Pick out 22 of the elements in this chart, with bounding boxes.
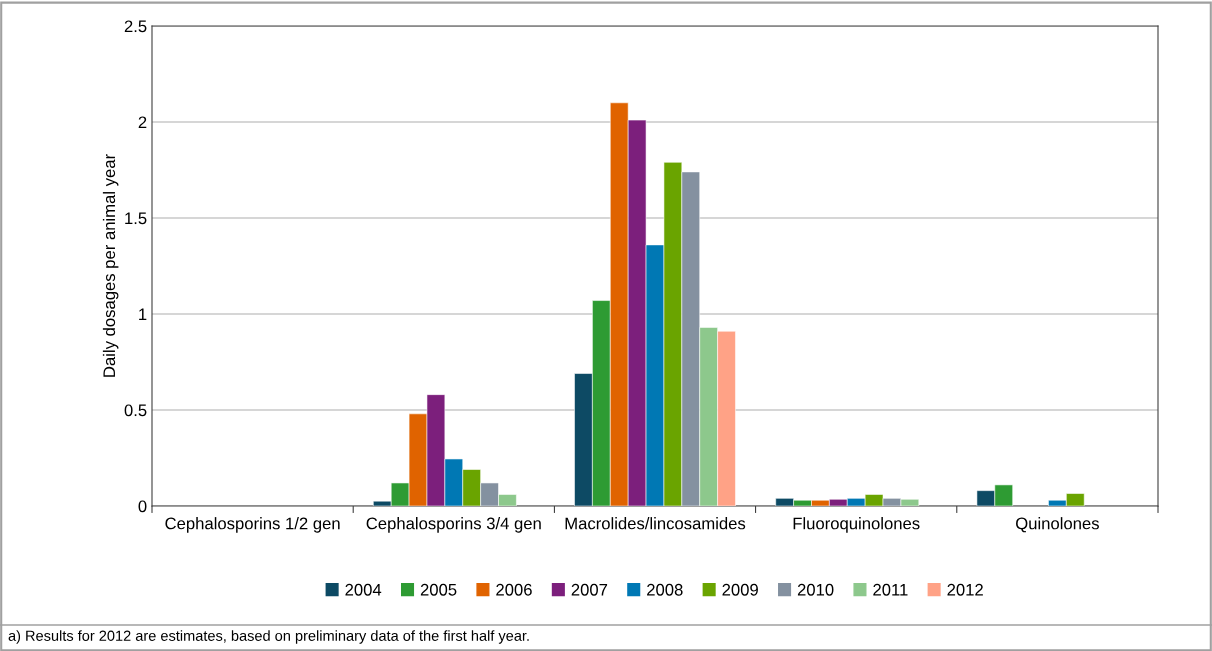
y-tick-label: 1.5 <box>125 212 147 225</box>
y-tick-label: 0 <box>138 500 147 513</box>
y-axis-title: Daily dosages per animal year <box>102 154 119 377</box>
legend-label: 2012 <box>947 583 983 596</box>
x-tick-label: Cephalosporins 1/2 gen <box>165 517 340 533</box>
x-tick-label: Macrolides/lincosamides <box>565 517 746 530</box>
legend-label: 2007 <box>571 583 608 596</box>
y-tick-label: 1 <box>139 308 147 321</box>
x-tick-label: Quinolones <box>1016 517 1099 533</box>
legend-label: 2004 <box>345 583 382 596</box>
legend-label: 2008 <box>647 583 683 596</box>
legend-label: 2010 <box>797 583 834 596</box>
legend-label: 2011 <box>873 583 908 596</box>
legend-label: 2006 <box>496 583 532 596</box>
y-tick-label: 2 <box>138 116 147 129</box>
legend-label: 2005 <box>420 583 457 596</box>
text: a) Results for 2012 are estimates, based on preliminary data of the first half year. <box>8 630 529 644</box>
x-tick-label: Fluoroquinolones <box>793 517 920 533</box>
y-tick-label: 2.5 <box>124 20 147 33</box>
legend-label: 2009 <box>722 583 758 596</box>
y-tick-label: 0.5 <box>124 404 147 417</box>
x-tick-label: Cephalosporins 3/4 gen <box>366 517 541 533</box>
